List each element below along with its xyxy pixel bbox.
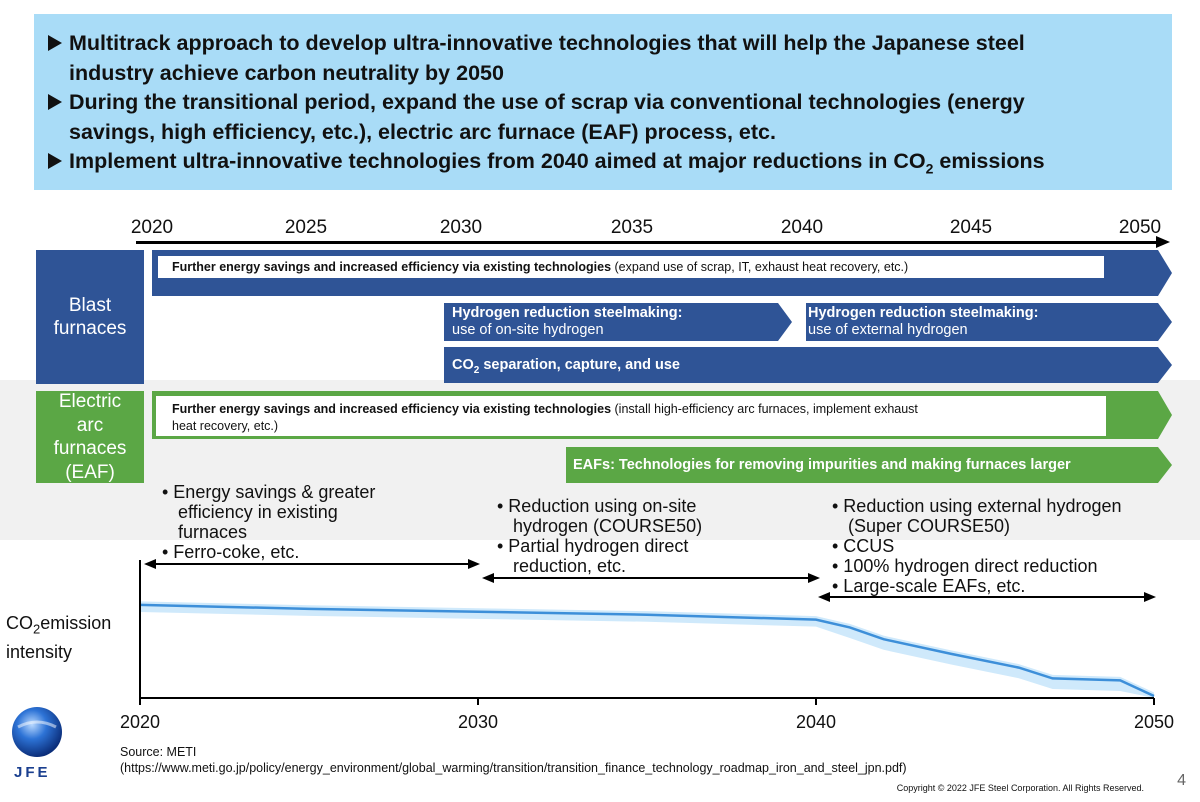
co2-intensity-line bbox=[139, 603, 1155, 698]
note-phase-3: • Reduction using external hydrogen (Sup… bbox=[832, 496, 1122, 596]
summary-bullet-1: Multitrack approach to develop ultra-inn… bbox=[48, 29, 1172, 59]
arrow-left-icon bbox=[144, 559, 156, 569]
co2-intensity-chart bbox=[139, 560, 1155, 705]
x-tick-label: 2020 bbox=[119, 712, 161, 732]
arrow-right-icon bbox=[1156, 236, 1170, 248]
page-number: 4 bbox=[1177, 772, 1186, 789]
triangle-bullet-icon bbox=[48, 35, 62, 51]
chart-y-label: CO2emission intensity bbox=[6, 613, 112, 662]
co2-range-band bbox=[140, 601, 1154, 698]
jfe-logo-text: JFE bbox=[14, 764, 51, 781]
span-arrow-phase-1 bbox=[150, 563, 470, 565]
summary-bullet-2-cont: savings, high efficiency, etc.), electri… bbox=[69, 119, 776, 144]
triangle-bullet-icon bbox=[48, 153, 62, 169]
span-arrow-phase-3 bbox=[828, 596, 1144, 598]
arrow-right-icon bbox=[1144, 592, 1156, 602]
span-arrow-phase-2 bbox=[490, 577, 810, 579]
summary-box: Multitrack approach to develop ultra-inn… bbox=[34, 14, 1172, 190]
x-tick-label: 2050 bbox=[1133, 712, 1175, 732]
year-label: 2050 bbox=[1118, 217, 1162, 238]
copyright-text: Copyright © 2022 JFE Steel Corporation. … bbox=[896, 783, 1144, 793]
source-citation: Source: METI (https://www.meti.go.jp/pol… bbox=[120, 745, 907, 775]
x-tick-label: 2040 bbox=[795, 712, 837, 732]
bar-hydrogen-onsite: Hydrogen reduction steelmaking: use of on… bbox=[444, 303, 792, 341]
year-label: 2020 bbox=[130, 217, 174, 238]
summary-bullet-3: Implement ultra-innovative technologies … bbox=[48, 147, 1172, 184]
summary-bullet-1-cont: industry achieve carbon neutrality by 20… bbox=[69, 60, 504, 85]
bar-eaf-existing-tech-label: Further energy savings and increased eff… bbox=[156, 396, 1106, 436]
category-blast-furnaces: Blast furnaces bbox=[36, 250, 144, 384]
arrow-right-icon bbox=[808, 573, 820, 583]
summary-bullet-2: During the transitional period, expand t… bbox=[48, 88, 1172, 118]
bar-hydrogen-external: Hydrogen reduction steelmaking: use of ex… bbox=[806, 303, 1172, 341]
triangle-bullet-icon bbox=[48, 94, 62, 110]
note-phase-1: • Energy savings & greater efficiency in… bbox=[162, 482, 376, 562]
category-electric-arc-furnaces: Electric arc furnaces (EAF) bbox=[36, 391, 144, 483]
year-label: 2045 bbox=[949, 217, 993, 238]
x-tick-label: 2030 bbox=[457, 712, 499, 732]
jfe-globe-logo-icon bbox=[12, 707, 62, 757]
bar-blast-existing-tech-label: Further energy savings and increased eff… bbox=[158, 256, 1104, 278]
year-label: 2035 bbox=[610, 217, 654, 238]
bar-eaf-larger: EAFs: Technologies for removing impuriti… bbox=[566, 447, 1172, 483]
arrow-left-icon bbox=[482, 573, 494, 583]
year-label: 2030 bbox=[439, 217, 483, 238]
timeline-axis-line bbox=[136, 241, 1158, 244]
year-label: 2025 bbox=[284, 217, 328, 238]
bar-co2-capture: CO2 separation, capture, and use bbox=[444, 347, 1172, 383]
arrow-left-icon bbox=[818, 592, 830, 602]
arrow-right-icon bbox=[468, 559, 480, 569]
note-phase-2: • Reduction using on-site hydrogen (COUR… bbox=[497, 496, 703, 576]
year-label: 2040 bbox=[780, 217, 824, 238]
